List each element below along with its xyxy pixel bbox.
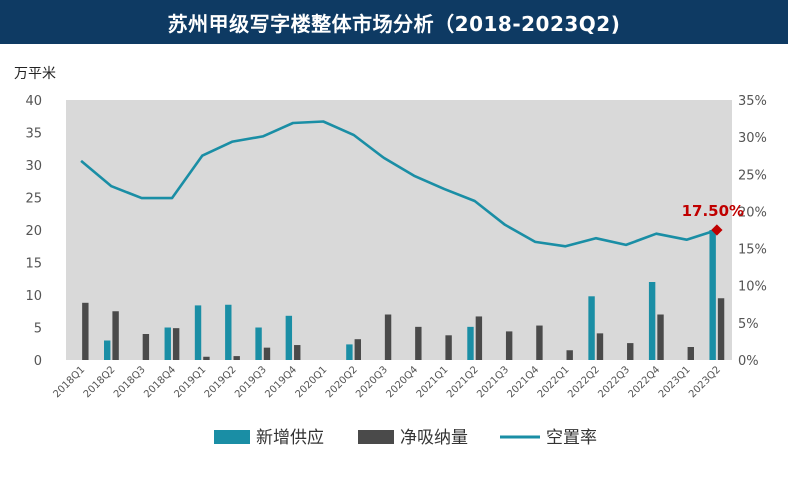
legend-swatch-new-supply <box>214 430 250 444</box>
x-tick-label: 2018Q4 <box>142 364 178 400</box>
bar-net-absorption <box>475 316 483 360</box>
bar-new-supply <box>255 327 262 360</box>
bar-net-absorption <box>505 331 513 360</box>
legend-label-net-absorption: 净吸纳量 <box>400 428 468 448</box>
x-tick-label: 2023Q1 <box>657 364 693 400</box>
x-tick-label: 2020Q4 <box>384 364 420 400</box>
bar-net-absorption <box>112 311 119 360</box>
x-tick-label: 2022Q2 <box>566 364 602 400</box>
bar-net-absorption <box>203 356 210 360</box>
y-axis-unit-label: 万平米 <box>14 66 56 82</box>
bar-net-absorption <box>354 339 361 360</box>
x-tick-label: 2020Q3 <box>354 364 390 400</box>
legend-label-new-supply: 新增供应 <box>256 428 324 448</box>
bar-net-absorption <box>263 347 271 360</box>
bar-net-absorption <box>415 326 422 360</box>
bar-net-absorption <box>233 356 240 360</box>
bar-new-supply <box>164 327 171 360</box>
bar-new-supply <box>346 344 353 360</box>
bar-new-supply <box>467 326 474 360</box>
bar-net-absorption <box>627 343 634 360</box>
x-tick-label: 2019Q2 <box>203 364 239 400</box>
y-tick-label: 30 <box>25 159 42 174</box>
y2-tick-label: 30% <box>738 131 767 146</box>
y-axis-right: 0% 5% 10% 15% 20% 25% 30% 35% <box>738 94 767 369</box>
vacancy-line: 17.50% <box>80 120 744 248</box>
x-tick-label: 2018Q3 <box>112 364 148 400</box>
bar-net-absorption <box>596 333 604 360</box>
bar-net-absorption <box>384 314 392 360</box>
y2-tick-label: 15% <box>738 243 767 258</box>
x-tick-label: 2020Q2 <box>324 364 360 400</box>
y2-tick-label: 5% <box>738 317 759 332</box>
y-tick-label: 35 <box>25 127 42 142</box>
chart: 万平米 0 5 10 15 20 25 30 35 40 0% 5% 10% 15% 20% 25% 30%… <box>14 66 767 448</box>
title-bar: 苏州甲级写字楼整体市场分析（2018-2023Q2) <box>0 0 788 44</box>
bar-new-supply <box>648 282 656 360</box>
x-tick-label: 2022Q4 <box>627 364 663 400</box>
legend-swatch-net-absorption <box>358 430 394 444</box>
bar-net-absorption <box>687 347 694 360</box>
x-tick-label: 2018Q2 <box>82 364 118 400</box>
bar-net-absorption <box>142 334 150 360</box>
x-tick-label: 2021Q2 <box>445 364 481 400</box>
y2-tick-label: 25% <box>738 168 767 183</box>
bar-net-absorption <box>536 325 543 360</box>
y-tick-label: 10 <box>25 289 42 304</box>
x-tick-label: 2020Q1 <box>294 364 330 400</box>
bar-net-absorption <box>717 298 725 360</box>
y2-tick-label: 10% <box>738 280 767 295</box>
bar-new-supply <box>588 296 595 360</box>
legend: 新增供应 净吸纳量 空置率 <box>214 428 597 448</box>
y2-tick-label: 20% <box>738 205 767 220</box>
y-tick-label: 40 <box>25 94 42 109</box>
y-tick-label: 0 <box>34 354 42 369</box>
x-axis: 2018Q12018Q22018Q32018Q42019Q12019Q22019… <box>51 364 723 400</box>
y2-tick-label: 35% <box>738 94 767 109</box>
bar-new-supply <box>194 305 202 360</box>
plot-area <box>66 100 732 360</box>
bar-net-absorption <box>657 314 664 360</box>
x-tick-label: 2022Q3 <box>596 364 632 400</box>
x-tick-label: 2021Q1 <box>415 364 451 400</box>
x-tick-label: 2019Q1 <box>173 364 209 400</box>
x-tick-label: 2023Q2 <box>687 364 723 400</box>
y2-tick-label: 0% <box>738 354 759 369</box>
chart-title: 苏州甲级写字楼整体市场分析（2018-2023Q2) <box>167 11 621 36</box>
x-tick-label: 2019Q4 <box>263 364 299 400</box>
annotation-label: 17.50% <box>682 202 744 220</box>
y-tick-label: 5 <box>34 322 42 337</box>
bar-new-supply <box>709 230 716 360</box>
vacancy-series-line <box>80 120 718 248</box>
bar-net-absorption <box>172 328 180 360</box>
bar-net-absorption <box>294 345 301 360</box>
bar-net-absorption <box>445 335 452 360</box>
x-tick-label: 2021Q3 <box>475 364 511 400</box>
x-tick-label: 2018Q1 <box>51 364 87 400</box>
bar-net-absorption <box>82 302 89 360</box>
bar-new-supply <box>225 304 232 360</box>
y-tick-label: 20 <box>25 224 42 239</box>
y-tick-label: 25 <box>25 192 42 207</box>
legend-label-vacancy: 空置率 <box>546 428 597 448</box>
x-tick-label: 2022Q1 <box>536 364 572 400</box>
bar-new-supply <box>104 340 111 360</box>
x-tick-label: 2019Q3 <box>233 364 269 400</box>
bar-net-absorption <box>566 350 573 360</box>
bar-new-supply <box>285 315 293 360</box>
annotation-marker <box>711 224 723 236</box>
bars <box>82 230 725 360</box>
x-tick-label: 2021Q4 <box>506 364 542 400</box>
y-axis-left: 0 5 10 15 20 25 30 35 40 <box>25 94 42 369</box>
y-tick-label: 15 <box>25 257 42 272</box>
